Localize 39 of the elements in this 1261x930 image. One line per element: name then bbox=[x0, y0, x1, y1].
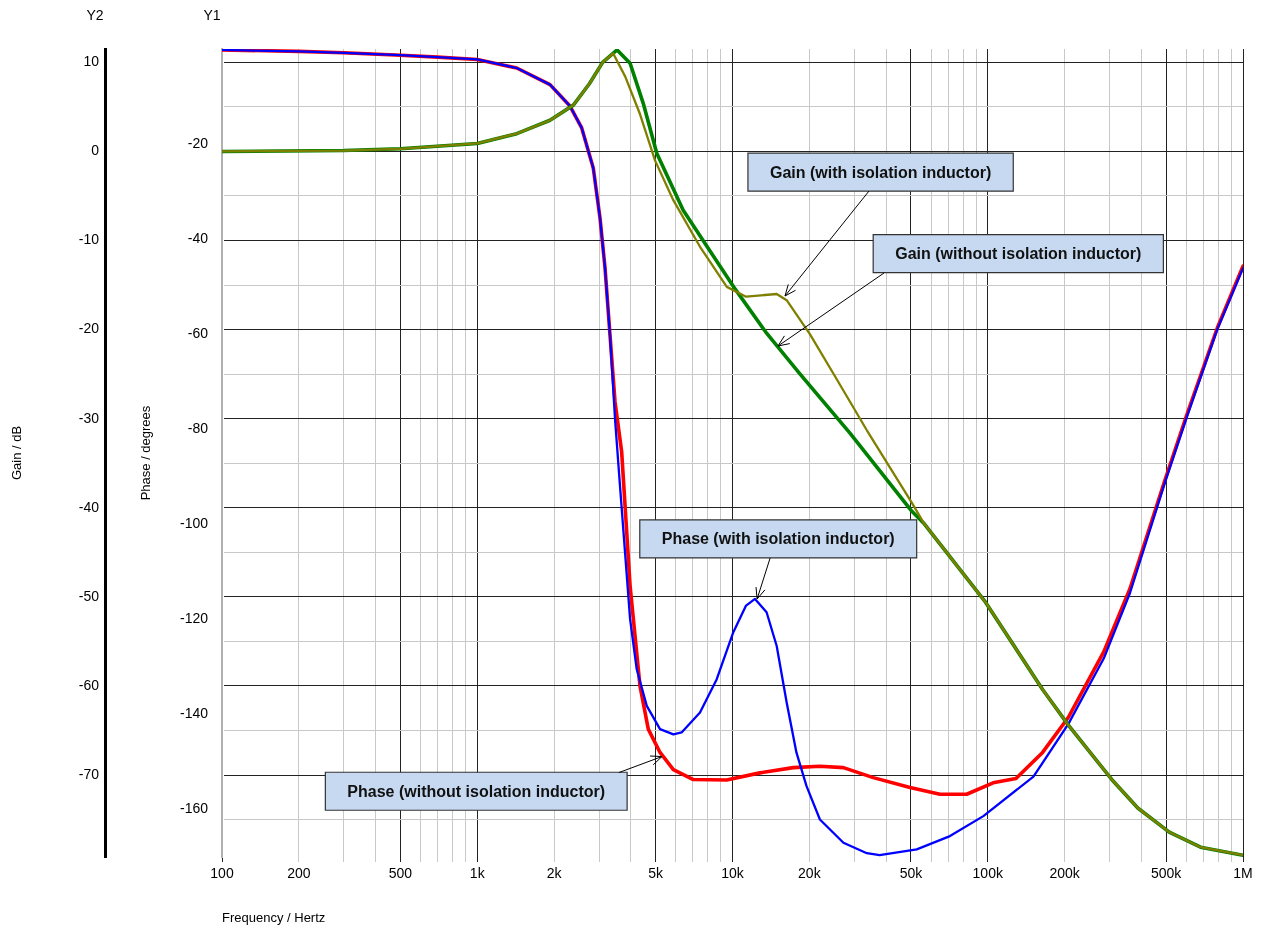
y-tick-label: -120 bbox=[179, 610, 209, 627]
annotation: Phase (without isolation inductor) bbox=[347, 782, 606, 800]
y2-tick-label: -70 bbox=[78, 765, 100, 782]
y2-tick-label: -30 bbox=[78, 409, 100, 426]
y-axis-title: Phase / degrees bbox=[138, 405, 154, 501]
y-tick-label: -80 bbox=[187, 420, 209, 437]
x-tick-label: 500k bbox=[1150, 865, 1183, 882]
y2-tick-label: -60 bbox=[78, 676, 100, 693]
x-axis-title: Frequency / Hertz bbox=[222, 909, 326, 925]
y-tick-label: -100 bbox=[179, 515, 209, 532]
y2-tick-label: 0 bbox=[91, 142, 100, 159]
annotation: Gain (without isolation inductor) bbox=[895, 244, 1142, 262]
y2-tick-label: -10 bbox=[78, 231, 100, 248]
y-tick-label: -140 bbox=[179, 705, 209, 722]
x-tick-label: 100 bbox=[210, 865, 234, 882]
annotation: Phase (with isolation inductor) bbox=[661, 530, 895, 548]
y-tick-label: -20 bbox=[187, 134, 209, 151]
x-tick-label: 10k bbox=[721, 865, 745, 882]
annotation: Gain (with isolation inductor) bbox=[769, 163, 992, 181]
x-tick-label: 20k bbox=[798, 865, 822, 882]
x-tick-label: 100k bbox=[972, 865, 1004, 882]
y2-tick-label: -20 bbox=[78, 320, 100, 337]
y-tick-label: -60 bbox=[187, 325, 209, 342]
x-tick-label: 1k bbox=[469, 865, 486, 882]
x-tick-label: 50k bbox=[899, 865, 924, 882]
x-tick-label: 200k bbox=[1049, 865, 1081, 882]
y-tick-label: -40 bbox=[187, 229, 209, 246]
x-tick-label: 2k bbox=[546, 865, 563, 882]
x-tick-label: 200 bbox=[287, 865, 311, 882]
y2-tick-label: 10 bbox=[83, 53, 100, 70]
y2-tick-label: -50 bbox=[78, 587, 100, 604]
y-tick-label: -160 bbox=[179, 800, 209, 817]
x-tick-label: 1M bbox=[1233, 865, 1253, 882]
text: Y1 bbox=[203, 6, 221, 23]
text: Y2 bbox=[86, 6, 104, 23]
x-tick-label: 5k bbox=[648, 865, 665, 882]
y2-tick-label: -40 bbox=[78, 498, 100, 515]
y2-axis-title: Gain / dB bbox=[9, 425, 25, 481]
x-tick-label: 500 bbox=[388, 865, 413, 882]
